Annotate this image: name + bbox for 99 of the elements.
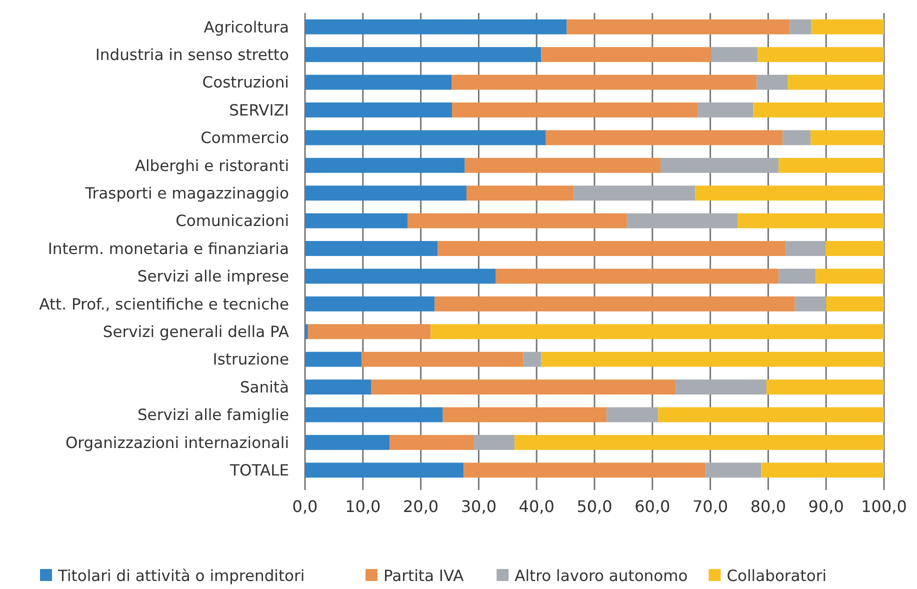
bar: [305, 130, 546, 146]
bar: [756, 74, 788, 90]
bar: [305, 352, 362, 367]
bar: [541, 352, 884, 367]
bar: [546, 130, 783, 146]
bar: [305, 407, 443, 422]
bar: [826, 296, 884, 312]
bar: [788, 74, 884, 90]
bar: [758, 47, 884, 62]
bar: [626, 213, 738, 228]
legend-label: Partita IVA: [384, 567, 464, 585]
y-tick-label: SERVIZI: [229, 101, 289, 120]
bar: [305, 19, 567, 34]
bar: [305, 102, 452, 118]
bar: [606, 407, 658, 422]
bar: [676, 380, 766, 395]
bar: [305, 434, 390, 450]
bar: [766, 380, 884, 395]
bar: [451, 74, 757, 90]
bar: [778, 268, 816, 284]
bar: [305, 268, 496, 284]
x-tick-label: 30,0: [460, 497, 497, 516]
y-tick-label: Industria in senso stretto: [95, 46, 289, 64]
bar: [782, 130, 810, 146]
bar: [753, 102, 884, 118]
bar: [305, 47, 542, 62]
bar: [452, 102, 698, 118]
bar: [442, 407, 607, 422]
x-tick-label: 100,0: [861, 497, 907, 516]
y-tick-label: Agricoltura: [204, 18, 289, 36]
legend-label: Altro lavoro autonomo: [514, 567, 688, 585]
bar: [816, 268, 884, 284]
bar: [761, 462, 884, 478]
bar: [738, 213, 884, 228]
bar: [810, 130, 884, 146]
bar: [786, 241, 826, 256]
bar: [811, 19, 884, 34]
bar: [430, 324, 884, 340]
y-tick-label: Comunicazioni: [176, 212, 289, 230]
bar: [305, 380, 372, 395]
x-tick-label: 20,0: [402, 497, 439, 516]
bar: [495, 268, 779, 284]
bar: [308, 324, 431, 340]
bar: [464, 462, 706, 478]
bar: [305, 186, 467, 201]
x-tick-label: 0,0: [292, 497, 318, 516]
bar: [778, 158, 884, 173]
y-tick-label: Commercio: [200, 129, 289, 148]
y-tick-label: Organizzazioni internazionali: [65, 434, 289, 452]
y-tick-label: Sanità: [240, 378, 289, 396]
bar: [305, 213, 408, 228]
legend-label: Collaboratori: [726, 567, 827, 585]
y-tick-label: Trasporti e magazzinaggio: [84, 184, 289, 203]
x-tick-label: 90,0: [808, 497, 844, 516]
y-tick-label: TOTALE: [229, 462, 289, 480]
bar: [371, 380, 676, 395]
bar: [698, 102, 754, 118]
bar: [514, 434, 884, 450]
bar: [305, 324, 308, 340]
bar: [523, 352, 542, 367]
legend-label: Titolari di attività o imprenditori: [57, 567, 305, 585]
y-tick-label: Servizi alle imprese: [137, 268, 289, 286]
bar: [466, 186, 574, 201]
bar: [826, 241, 884, 256]
y-tick-label: Interm. monetaria e finanziaria: [48, 240, 289, 258]
bar: [438, 241, 786, 256]
y-tick-label: Servizi alle famiglie: [137, 406, 289, 424]
bar: [695, 186, 884, 201]
x-tick-label: 10,0: [345, 497, 381, 516]
y-tick-label: Alberghi e ristoranti: [134, 156, 289, 175]
y-tick-label: Att. Prof., scientifiche e tecniche: [39, 295, 289, 314]
x-tick-label: 40,0: [518, 497, 554, 516]
bar: [434, 296, 795, 312]
y-tick-label: Istruzione: [212, 350, 289, 369]
bar: [407, 213, 627, 228]
bar: [305, 241, 438, 256]
x-tick-label: 70,0: [692, 497, 728, 516]
bar: [790, 19, 812, 34]
y-tick-label: Costruzioni: [202, 74, 289, 92]
bar: [305, 74, 452, 90]
x-tick-label: 60,0: [634, 497, 670, 516]
y-tick-label: Servizi generali della PA: [102, 323, 290, 342]
bar: [660, 158, 779, 173]
x-tick-label: 50,0: [576, 497, 612, 516]
bar: [464, 158, 661, 173]
bar: [574, 186, 696, 201]
bar: [305, 158, 465, 173]
bar: [710, 47, 758, 62]
bar: [473, 434, 515, 450]
bar: [706, 462, 762, 478]
bar: [390, 434, 474, 450]
bar: [794, 296, 826, 312]
bar: [305, 296, 435, 312]
bar: [362, 352, 524, 367]
bar: [305, 462, 464, 478]
bar: [658, 407, 884, 422]
x-tick-label: 80,0: [750, 497, 786, 516]
bar: [541, 47, 711, 62]
bar: [566, 19, 790, 34]
